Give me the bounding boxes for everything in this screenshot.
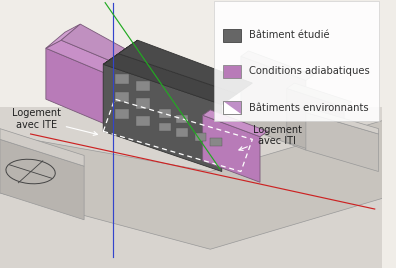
Bar — [115, 74, 129, 84]
Bar — [210, 138, 222, 146]
Bar — [223, 29, 241, 42]
Polygon shape — [0, 107, 383, 268]
Bar — [176, 115, 188, 123]
Bar — [136, 116, 150, 126]
Text: Bâtiments environnants: Bâtiments environnants — [249, 103, 369, 113]
Polygon shape — [61, 24, 134, 64]
Bar — [223, 101, 241, 114]
Text: Conditions adiabatiques: Conditions adiabatiques — [249, 66, 369, 76]
Polygon shape — [118, 40, 252, 94]
Polygon shape — [103, 64, 222, 172]
Polygon shape — [241, 51, 314, 80]
Bar — [223, 65, 241, 78]
Polygon shape — [103, 40, 138, 64]
Polygon shape — [203, 110, 268, 137]
Polygon shape — [306, 113, 379, 172]
Bar — [115, 109, 129, 119]
FancyBboxPatch shape — [214, 1, 379, 121]
Bar — [159, 109, 171, 118]
Bar — [136, 98, 150, 109]
Polygon shape — [0, 139, 84, 220]
Polygon shape — [287, 83, 352, 107]
Bar — [195, 133, 206, 141]
Text: Logement
avec ITI: Logement avec ITI — [239, 125, 302, 150]
Polygon shape — [46, 48, 103, 123]
Bar — [176, 128, 188, 137]
Text: Logement
avec ITE: Logement avec ITE — [12, 109, 97, 135]
Polygon shape — [287, 88, 344, 161]
Bar — [136, 81, 150, 91]
Bar — [223, 101, 241, 114]
Polygon shape — [103, 54, 237, 105]
Polygon shape — [46, 40, 118, 72]
Polygon shape — [241, 56, 306, 150]
Polygon shape — [46, 24, 80, 48]
Text: Bâtiment étudié: Bâtiment étudié — [249, 30, 329, 40]
Polygon shape — [306, 107, 379, 134]
Polygon shape — [0, 129, 84, 166]
Bar — [159, 123, 171, 131]
Bar — [115, 92, 129, 102]
Polygon shape — [203, 115, 260, 182]
Polygon shape — [0, 121, 383, 249]
Polygon shape — [223, 101, 241, 114]
